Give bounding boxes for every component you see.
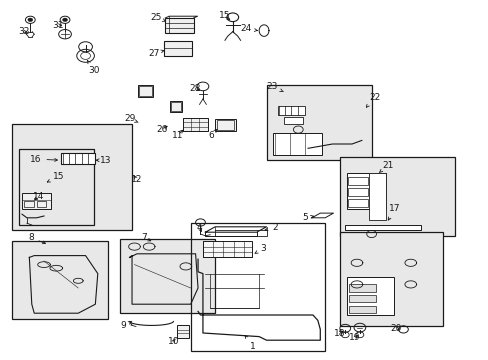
Bar — [347, 199, 367, 207]
Circle shape — [62, 18, 67, 22]
Bar — [348, 284, 375, 292]
Text: 15: 15 — [218, 12, 230, 21]
Bar — [138, 85, 152, 97]
Text: 1: 1 — [244, 336, 256, 351]
Bar — [165, 18, 193, 33]
Text: 18: 18 — [333, 328, 345, 338]
Text: 2: 2 — [264, 223, 277, 232]
Bar — [346, 277, 393, 315]
Bar — [12, 124, 132, 230]
Text: 15: 15 — [47, 172, 64, 182]
Text: 17: 17 — [387, 204, 400, 220]
Text: 13: 13 — [96, 156, 112, 165]
Bar — [277, 106, 304, 115]
Text: 20: 20 — [389, 324, 401, 333]
Bar — [272, 133, 321, 155]
Text: 6: 6 — [208, 129, 217, 139]
Bar — [22, 193, 51, 209]
Text: 28: 28 — [188, 84, 200, 93]
Text: 26: 26 — [156, 125, 168, 134]
Circle shape — [28, 18, 33, 22]
Bar — [347, 177, 367, 185]
Text: 8: 8 — [28, 233, 45, 244]
Text: 7: 7 — [141, 233, 150, 242]
Text: 4: 4 — [196, 223, 202, 233]
Text: 24: 24 — [240, 24, 257, 33]
Bar — [368, 173, 386, 220]
Bar — [344, 225, 420, 230]
Bar — [139, 86, 151, 96]
Bar — [346, 173, 386, 209]
Text: 11: 11 — [171, 130, 183, 139]
Bar — [177, 325, 189, 338]
Bar — [348, 295, 375, 302]
Bar — [171, 102, 181, 111]
Text: 32: 32 — [18, 27, 29, 36]
Bar — [203, 241, 251, 257]
Text: 14: 14 — [33, 192, 45, 201]
Text: 19: 19 — [348, 333, 360, 342]
Bar — [339, 232, 442, 326]
Text: 12: 12 — [131, 175, 142, 184]
Bar — [283, 117, 303, 124]
Text: 16: 16 — [30, 154, 57, 163]
Bar — [37, 201, 46, 207]
Bar — [170, 101, 182, 112]
Bar — [348, 306, 375, 313]
Text: 22: 22 — [366, 93, 380, 107]
Bar — [120, 239, 215, 313]
Bar — [163, 41, 192, 56]
Text: 25: 25 — [150, 13, 165, 22]
Bar — [61, 153, 95, 164]
Text: 21: 21 — [379, 161, 393, 172]
Text: 5: 5 — [302, 213, 313, 222]
Text: 3: 3 — [255, 244, 266, 253]
Bar — [339, 157, 454, 236]
Text: 30: 30 — [87, 60, 100, 75]
Text: 10: 10 — [167, 337, 179, 346]
Bar — [266, 85, 371, 160]
Text: 9: 9 — [121, 321, 132, 330]
Bar — [216, 120, 234, 130]
Bar — [12, 241, 107, 319]
Bar — [24, 201, 34, 207]
Text: 31: 31 — [52, 21, 63, 30]
Text: 29: 29 — [123, 114, 138, 123]
Bar — [347, 188, 367, 196]
Bar — [183, 118, 207, 131]
Bar — [19, 149, 94, 225]
Text: 27: 27 — [148, 49, 163, 58]
Bar — [215, 119, 235, 131]
Text: 23: 23 — [266, 82, 283, 92]
Bar — [190, 223, 325, 351]
